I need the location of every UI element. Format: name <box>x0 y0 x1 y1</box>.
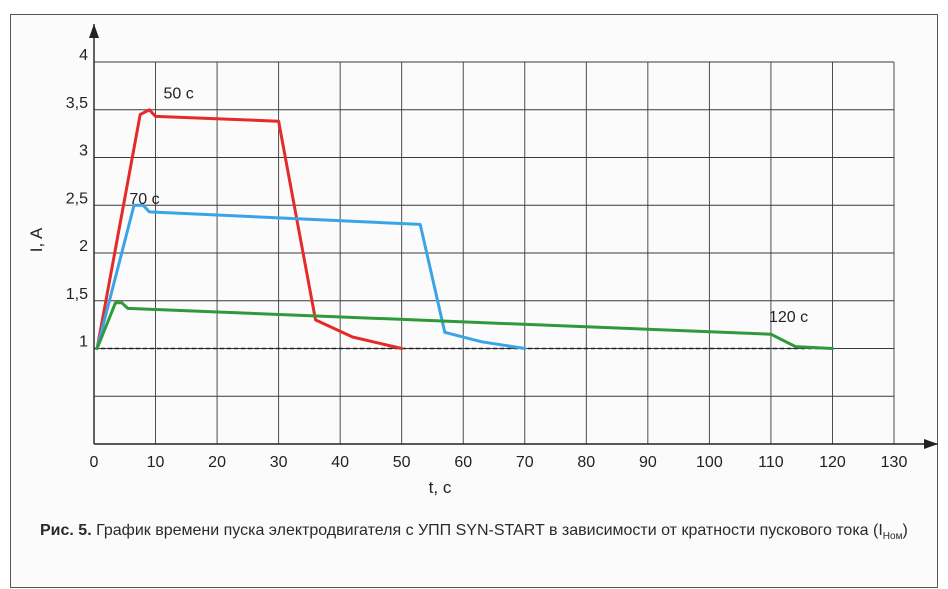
x-tick-label: 130 <box>881 454 908 471</box>
x-tick-label: 50 <box>393 454 411 471</box>
x-tick-label: 20 <box>208 454 226 471</box>
y-tick-label: 4 <box>79 47 88 64</box>
chart: 0 10 20 30 40 50 60 70 80 90 100 110 120 130 1 1,5 2 2,5 3… <box>27 24 938 497</box>
series-labels: 50 с 70 с 120 с <box>129 85 808 326</box>
y-axis-label: I, A <box>27 227 46 252</box>
x-axis-label: t, с <box>429 478 452 497</box>
series-line <box>95 108 404 350</box>
series-label: 70 с <box>129 191 159 208</box>
x-tick-label: 0 <box>90 454 99 471</box>
y-tick-label: 2,5 <box>66 190 88 207</box>
series-line <box>95 203 527 350</box>
x-axis-arrow <box>924 439 938 449</box>
x-tick-label: 80 <box>577 454 595 471</box>
caption-close: ) <box>902 522 908 539</box>
tick-labels: 0 10 20 30 40 50 60 70 80 90 100 110 120 130 1 1,5 2 2,5 3… <box>66 47 908 471</box>
series-label: 120 с <box>769 309 808 326</box>
series-line <box>95 301 834 350</box>
y-tick-label: 1,5 <box>66 286 88 303</box>
caption-lead: Рис. 5. <box>40 522 92 539</box>
x-tick-label: 120 <box>819 454 846 471</box>
caption-subscript: Ном <box>882 531 903 543</box>
grid <box>94 61 895 444</box>
y-tick-label: 3,5 <box>66 95 88 112</box>
x-tick-label: 60 <box>454 454 472 471</box>
series-label: 50 с <box>164 85 194 102</box>
series-lines <box>95 108 834 350</box>
y-tick-label: 2 <box>79 238 88 255</box>
caption-text: График времени пуска электродвигателя с … <box>96 522 883 539</box>
x-tick-label: 30 <box>270 454 288 471</box>
x-tick-label: 10 <box>147 454 165 471</box>
axes <box>89 24 938 449</box>
x-tick-label: 110 <box>758 454 784 471</box>
y-tick-label: 3 <box>79 143 88 160</box>
y-tick-label: 1 <box>79 334 88 351</box>
x-tick-label: 70 <box>516 454 534 471</box>
figure-caption: Рис. 5. График времени пуска электродвиг… <box>40 518 920 549</box>
x-tick-label: 100 <box>696 454 723 471</box>
x-tick-label: 40 <box>331 454 349 471</box>
y-axis-arrow <box>89 24 99 38</box>
x-tick-label: 90 <box>639 454 657 471</box>
